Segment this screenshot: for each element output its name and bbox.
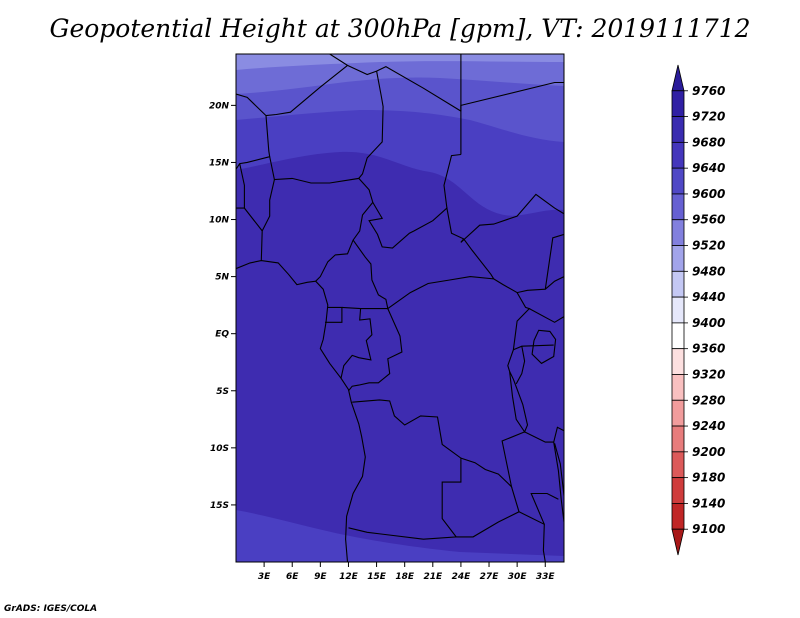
- colorbar-label: 9640: [692, 161, 725, 175]
- lat-tick-label: EQ: [215, 330, 229, 340]
- border-line: [524, 431, 554, 443]
- country-borders: [236, 54, 564, 562]
- colorbar-label: 9200: [692, 445, 725, 459]
- border-line: [341, 306, 388, 310]
- lon-tick-label: 12E: [339, 572, 359, 582]
- border-line: [531, 329, 557, 365]
- colorbar-label: 9100: [692, 522, 725, 536]
- colorbar-cell: [671, 167, 685, 195]
- border-line: [239, 163, 245, 209]
- colorbar-label: 9240: [692, 419, 725, 433]
- colorbar-cell: [671, 374, 685, 401]
- lat-tick-label: 10N: [209, 216, 230, 226]
- border-line: [460, 81, 564, 112]
- border-line: [236, 115, 271, 170]
- lat-tick-label: 15N: [209, 158, 230, 168]
- colorbar-label: 9400: [692, 316, 725, 330]
- colorbar-cell: [671, 270, 685, 298]
- lon-tick-label: 33E: [536, 572, 556, 582]
- border-line: [460, 238, 465, 243]
- lat-tick-label: 5N: [215, 273, 229, 283]
- colorbar-cell: [671, 425, 685, 453]
- colorbar-label: 9760: [692, 84, 725, 98]
- border-line: [348, 308, 403, 392]
- border-line: [269, 156, 374, 282]
- colorbar-label: 9320: [692, 367, 725, 381]
- border-line: [340, 308, 373, 379]
- lon-tick-label: 24E: [452, 572, 472, 582]
- border-line: [358, 70, 384, 179]
- colorbar-cell: [671, 348, 685, 375]
- lon-tick-label: 6E: [286, 572, 299, 582]
- map-axes: 3E 6E 9E 12E 15E 18E 21E 24E 27E 30E 33E 20N 15N 10N 5…: [209, 101, 556, 582]
- colorbar-cell: [671, 503, 685, 530]
- colorbar-cell: [671, 193, 685, 221]
- map-frame: [235, 53, 565, 563]
- colorbar-label: 9520: [692, 239, 725, 253]
- border-line: [325, 306, 343, 323]
- colorbar: 9760 9720 9680 9640 9600 9560 9520 9480 9440 9400…: [671, 64, 725, 556]
- lon-tick-label: 21E: [423, 572, 443, 582]
- colorbar-label: 9720: [692, 110, 725, 124]
- colorbar-cell: [671, 296, 685, 324]
- lat-tick-label: 10S: [210, 444, 229, 454]
- colorbar-cell: [671, 477, 685, 504]
- colorbar-label: 9480: [692, 264, 725, 278]
- map-title: Geopotential Height at 300hPa [gpm], VT:…: [49, 14, 751, 43]
- border-line: [443, 153, 461, 209]
- border-line: [507, 292, 531, 372]
- border-line: [460, 431, 525, 489]
- border-line: [352, 202, 495, 310]
- colorbar-cell: [671, 219, 685, 246]
- border-line: [236, 64, 348, 117]
- colorbar-cell: [671, 322, 685, 350]
- lon-tick-label: 30E: [508, 572, 528, 582]
- colorbar-label: 9140: [692, 496, 725, 510]
- colorbar-label: 9680: [692, 135, 725, 149]
- border-line: [236, 260, 366, 562]
- band-north-4: [236, 54, 564, 70]
- border-line: [529, 308, 564, 323]
- border-line: [348, 399, 462, 540]
- colorbar-label: 9180: [692, 471, 725, 485]
- colorbar-label: 9360: [692, 342, 725, 356]
- colorbar-cell: [671, 245, 685, 272]
- lon-tick-label: 27E: [480, 572, 500, 582]
- colorbar-label: 9280: [692, 393, 725, 407]
- grads-credit: GrADS: IGES/COLA: [4, 604, 98, 614]
- colorbar-label: 9600: [692, 187, 725, 201]
- colorbar-cell: [671, 90, 685, 117]
- height-field: [236, 54, 564, 562]
- border-line: [553, 426, 564, 523]
- lat-tick-label: 15S: [210, 501, 229, 511]
- border-line: [460, 193, 564, 243]
- border-line: [260, 179, 275, 261]
- border-line: [515, 346, 526, 385]
- border-line: [493, 276, 564, 294]
- colorbar-cell: [671, 399, 685, 427]
- border-line: [456, 486, 520, 538]
- colorbar-cell: [671, 451, 685, 479]
- colorbar-cell: [671, 141, 685, 169]
- border-line: [530, 492, 559, 525]
- border-line: [329, 54, 462, 155]
- lon-tick-label: 18E: [395, 572, 415, 582]
- colorbar-top-arrow: [671, 64, 685, 92]
- lon-tick-label: 15E: [367, 572, 387, 582]
- border-line: [544, 233, 564, 290]
- band-south-1: [236, 510, 564, 562]
- colorbar-cell: [671, 116, 685, 143]
- colorbar-label: 9440: [692, 290, 725, 304]
- border-line: [518, 511, 546, 562]
- lon-tick-label: 9E: [314, 572, 327, 582]
- border-line: [509, 371, 529, 434]
- lat-tick-label: 5S: [216, 387, 229, 397]
- colorbar-bottom-arrow: [671, 528, 685, 556]
- colorbar-label: 9560: [692, 213, 725, 227]
- lon-tick-label: 3E: [258, 572, 271, 582]
- lat-tick-label: 20N: [209, 101, 230, 111]
